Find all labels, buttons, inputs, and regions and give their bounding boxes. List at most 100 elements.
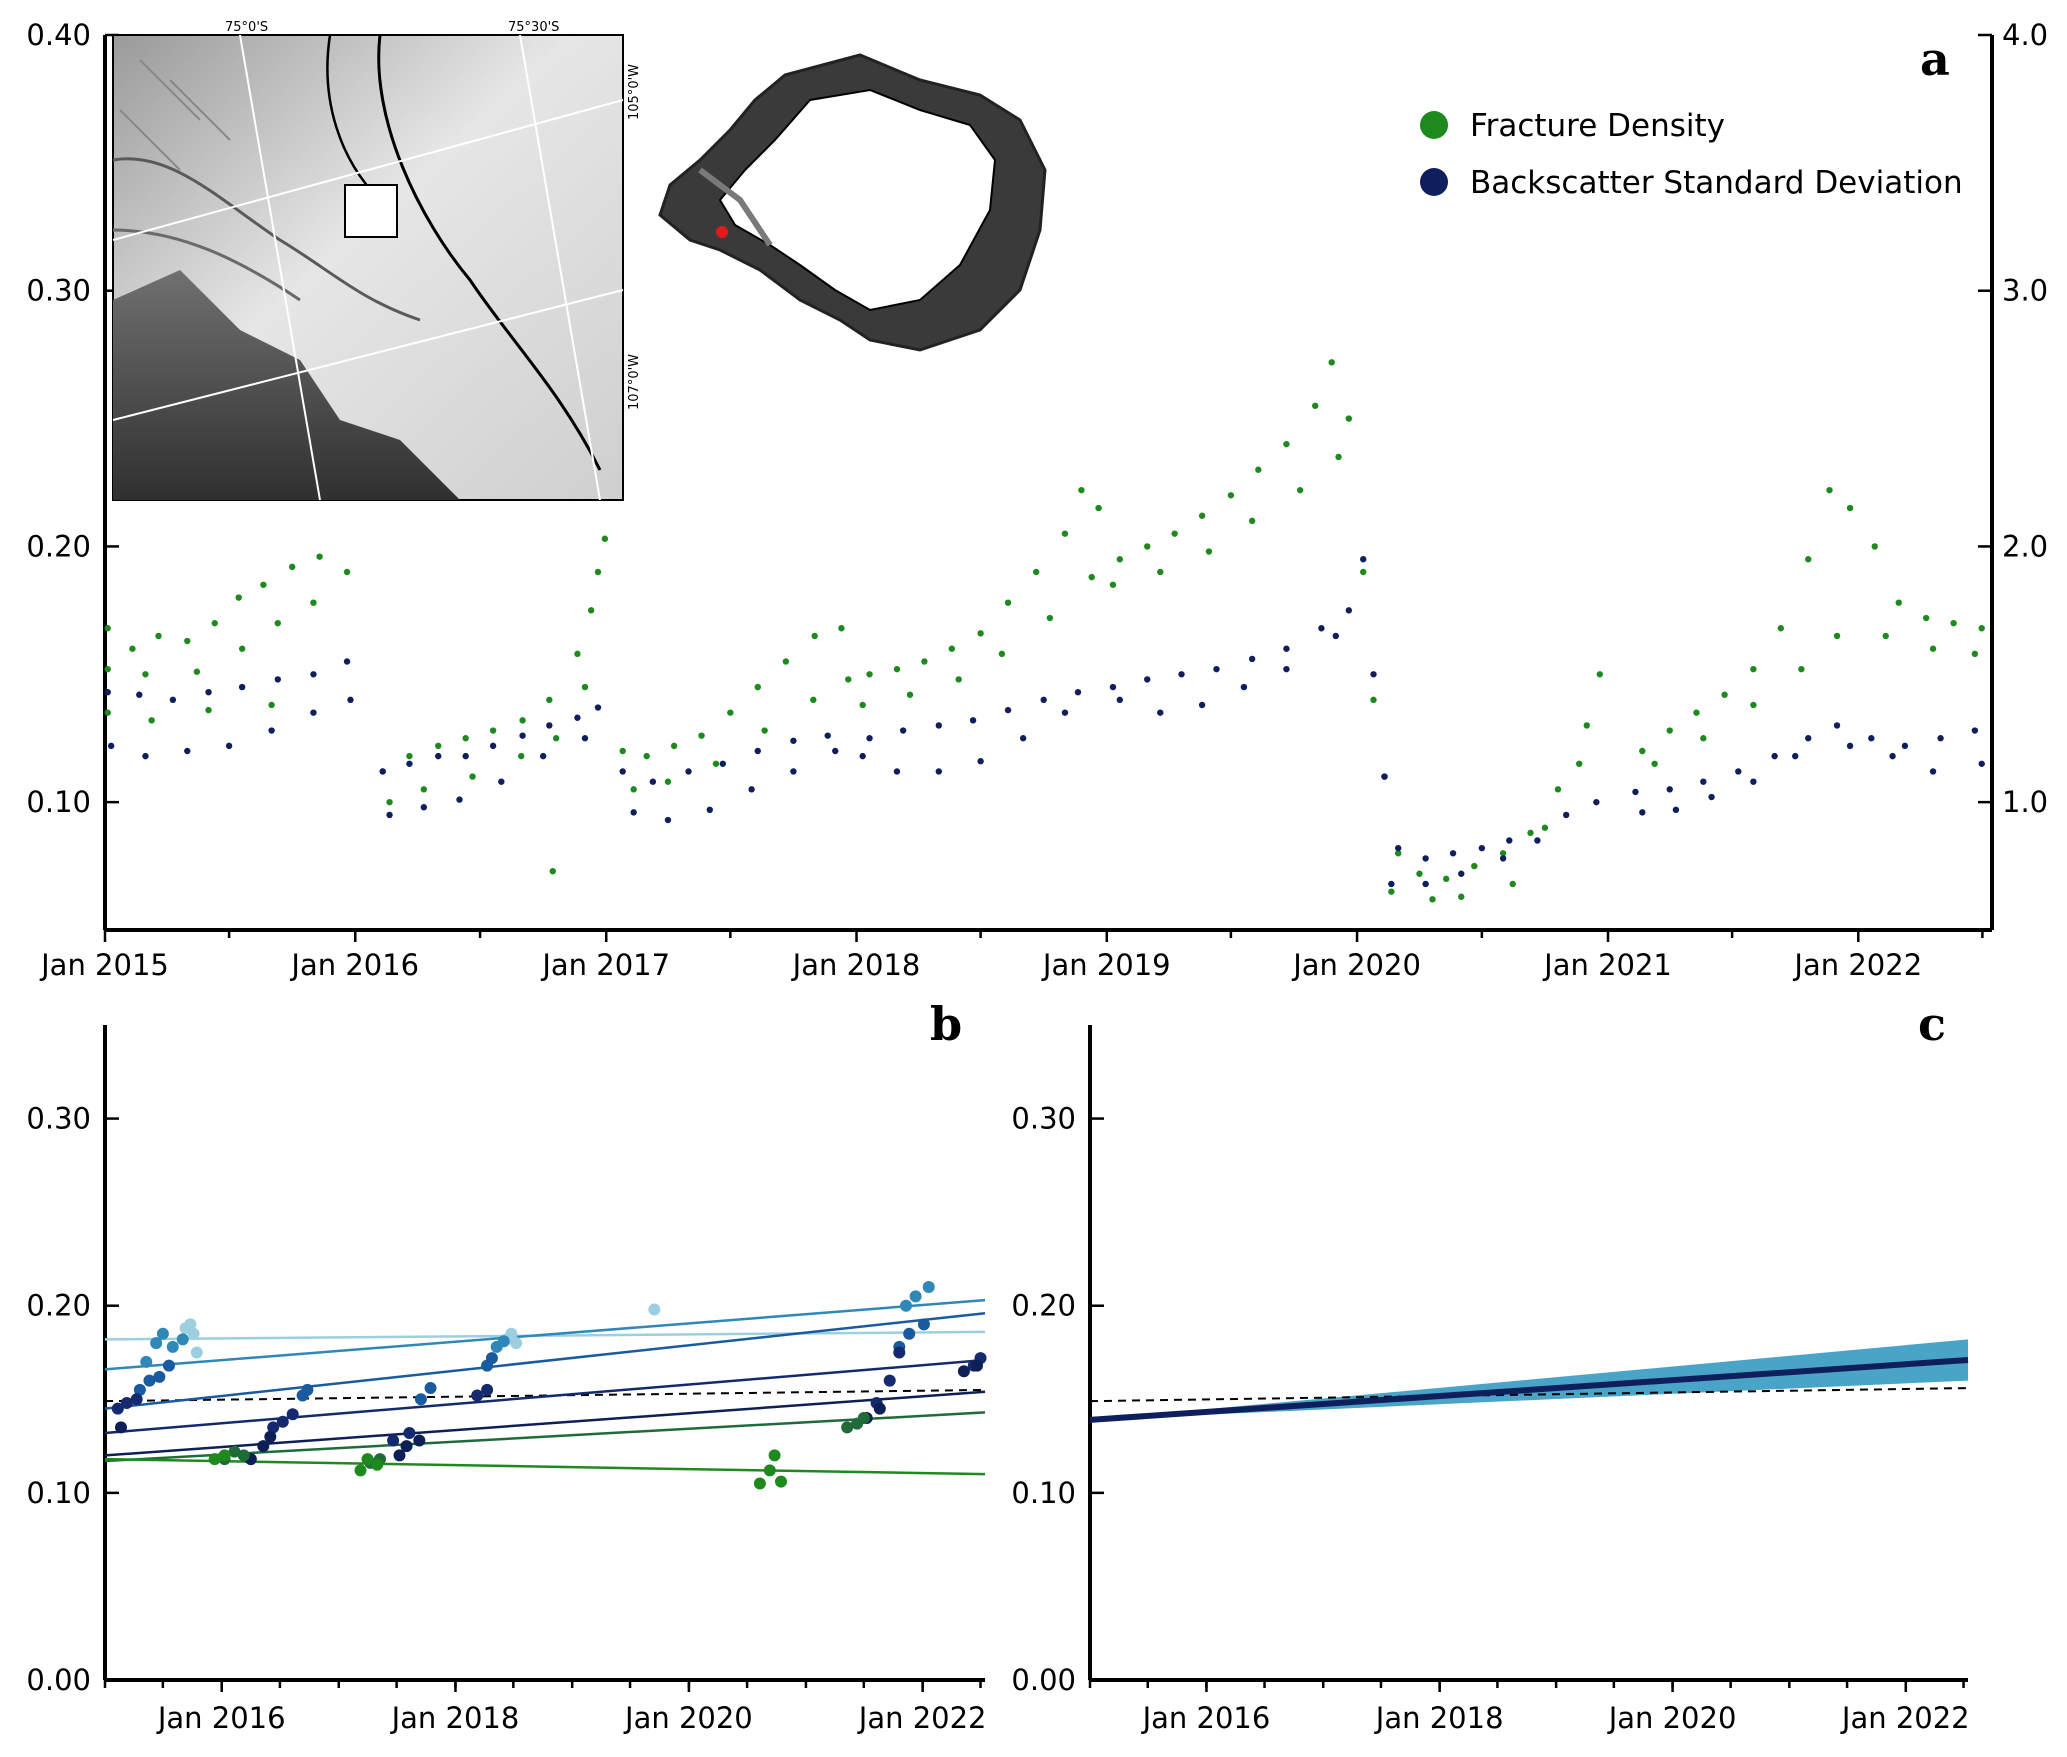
backscatter-std-point xyxy=(498,778,505,785)
panel-b-x-tick-label: Jan 2022 xyxy=(857,1701,987,1735)
fracture-density-point xyxy=(1541,824,1549,831)
backscatter-std-point xyxy=(386,811,393,819)
backscatter-std-point xyxy=(748,786,755,793)
fracture-density-point xyxy=(1088,573,1095,581)
backscatter-std-point xyxy=(1458,870,1465,877)
backscatter-std-point xyxy=(893,768,901,775)
legend-label-backscatter-std: Backscatter Standard Deviation xyxy=(1470,165,1963,201)
fracture-density-point xyxy=(435,742,442,750)
backscatter-std-point xyxy=(1370,671,1377,678)
backscatter-std-point xyxy=(462,752,469,760)
backscatter-std-point xyxy=(1534,837,1541,844)
fracture-density-point xyxy=(712,760,720,767)
fracture-density-point xyxy=(587,607,595,614)
backscatter-std-point xyxy=(1178,671,1185,678)
panel-b-point xyxy=(497,1335,510,1348)
panel-a-right-tick-label: 1.0 xyxy=(2002,785,2048,819)
fracture-density-point xyxy=(1777,625,1785,632)
backscatter-std-point xyxy=(1929,768,1937,775)
fracture-density-point xyxy=(316,553,323,560)
backscatter-std-point xyxy=(136,691,143,698)
panel-b-point xyxy=(354,1464,367,1477)
panel-b-point xyxy=(286,1408,299,1421)
fracture-density-point xyxy=(1227,492,1235,499)
backscatter-std-point xyxy=(1593,798,1600,806)
panel-c-x-tick-label: Jan 2016 xyxy=(1141,1701,1271,1735)
fracture-density-point xyxy=(211,619,218,627)
panel-c-y-tick-label: 0.20 xyxy=(1011,1289,1076,1323)
fracture-density-point xyxy=(1458,893,1465,900)
panel-b-point xyxy=(162,1359,175,1372)
panel-b-point xyxy=(768,1449,781,1462)
backscatter-std-point xyxy=(664,816,672,824)
panel-b-point xyxy=(763,1464,776,1477)
panel-b-point xyxy=(190,1346,203,1359)
fracture-density-point xyxy=(518,752,525,760)
panel-b: 0.00 0.10 0.20 0.30 Jan 2016 Jan 2018 Jan 2020… xyxy=(26,997,987,1735)
fracture-density-point xyxy=(811,632,818,640)
fracture-density-point xyxy=(1882,632,1889,640)
backscatter-std-point xyxy=(1937,735,1944,742)
panel-b-point xyxy=(893,1346,906,1359)
panel-b-point xyxy=(237,1449,250,1462)
fracture-density-point xyxy=(782,658,790,665)
panel-b-point xyxy=(841,1421,854,1434)
panel-b-point xyxy=(471,1389,484,1402)
backscatter-std-point xyxy=(546,722,553,729)
backscatter-std-point xyxy=(790,737,797,744)
backscatter-std-point xyxy=(619,768,626,775)
fracture-density-point xyxy=(1471,862,1478,870)
backscatter-std-point xyxy=(1499,855,1507,862)
fracture-density-point xyxy=(1312,402,1319,409)
fracture-density-point xyxy=(1805,556,1812,563)
backscatter-std-point xyxy=(899,727,907,734)
fracture-density-point xyxy=(1429,896,1436,903)
panel-a-left-tick-label: 0.40 xyxy=(26,18,91,52)
panel-b-point xyxy=(111,1402,124,1415)
panel-b-point xyxy=(900,1299,913,1312)
fracture-density-point xyxy=(594,568,602,576)
fracture-density-point xyxy=(619,747,626,755)
backscatter-std-point xyxy=(1040,696,1047,704)
backscatter-std-point xyxy=(719,760,727,767)
fracture-density-point xyxy=(1144,543,1151,550)
panel-b-point xyxy=(505,1327,518,1340)
panel-a-x-tick-label: Jan 2020 xyxy=(1291,948,1421,982)
panel-b-trend-line xyxy=(104,1358,986,1435)
fracture-density-point xyxy=(1296,486,1304,494)
panel-b-point xyxy=(208,1453,221,1466)
panel-a-x-tick-label: Jan 2017 xyxy=(540,948,670,982)
backscatter-std-point xyxy=(1478,844,1486,852)
panel-b-point xyxy=(774,1475,787,1488)
panel-b-point xyxy=(403,1426,416,1439)
fracture-density-point xyxy=(1394,850,1402,857)
panel-c-y-tick-label: 0.10 xyxy=(1011,1476,1076,1510)
fracture-density-point xyxy=(1255,466,1262,473)
fracture-density-point xyxy=(643,752,650,760)
panel-b-point xyxy=(393,1449,406,1462)
fracture-density-point xyxy=(310,599,317,606)
fracture-density-point xyxy=(893,665,901,673)
fracture-density-point xyxy=(104,665,111,673)
panel-b-point xyxy=(133,1383,146,1396)
panel-b-x-tick-label: Jan 2020 xyxy=(623,1701,753,1735)
backscatter-std-point xyxy=(1248,655,1256,663)
fracture-density-point xyxy=(1750,701,1757,709)
panel-b-y-tick-label: 0.10 xyxy=(26,1476,91,1510)
panel-b-point xyxy=(371,1458,384,1471)
backscatter-std-point xyxy=(107,742,115,750)
backscatter-std-point xyxy=(935,768,942,775)
backscatter-std-point xyxy=(977,758,984,765)
backscatter-std-point xyxy=(1901,742,1909,750)
backscatter-std-point xyxy=(1157,709,1164,716)
panel-b-point xyxy=(156,1327,169,1340)
backscatter-std-point xyxy=(1700,778,1707,785)
panel-b-point xyxy=(184,1318,197,1331)
panel-b-point xyxy=(510,1337,523,1350)
inset-lon-label-1: 105°0'W xyxy=(627,64,642,120)
panel-b-x-tick-label: Jan 2018 xyxy=(390,1701,520,1735)
fracture-density-point xyxy=(1004,599,1012,606)
backscatter-std-point xyxy=(935,722,942,729)
fracture-density-point xyxy=(1046,614,1054,622)
fracture-density-point xyxy=(1248,517,1256,525)
